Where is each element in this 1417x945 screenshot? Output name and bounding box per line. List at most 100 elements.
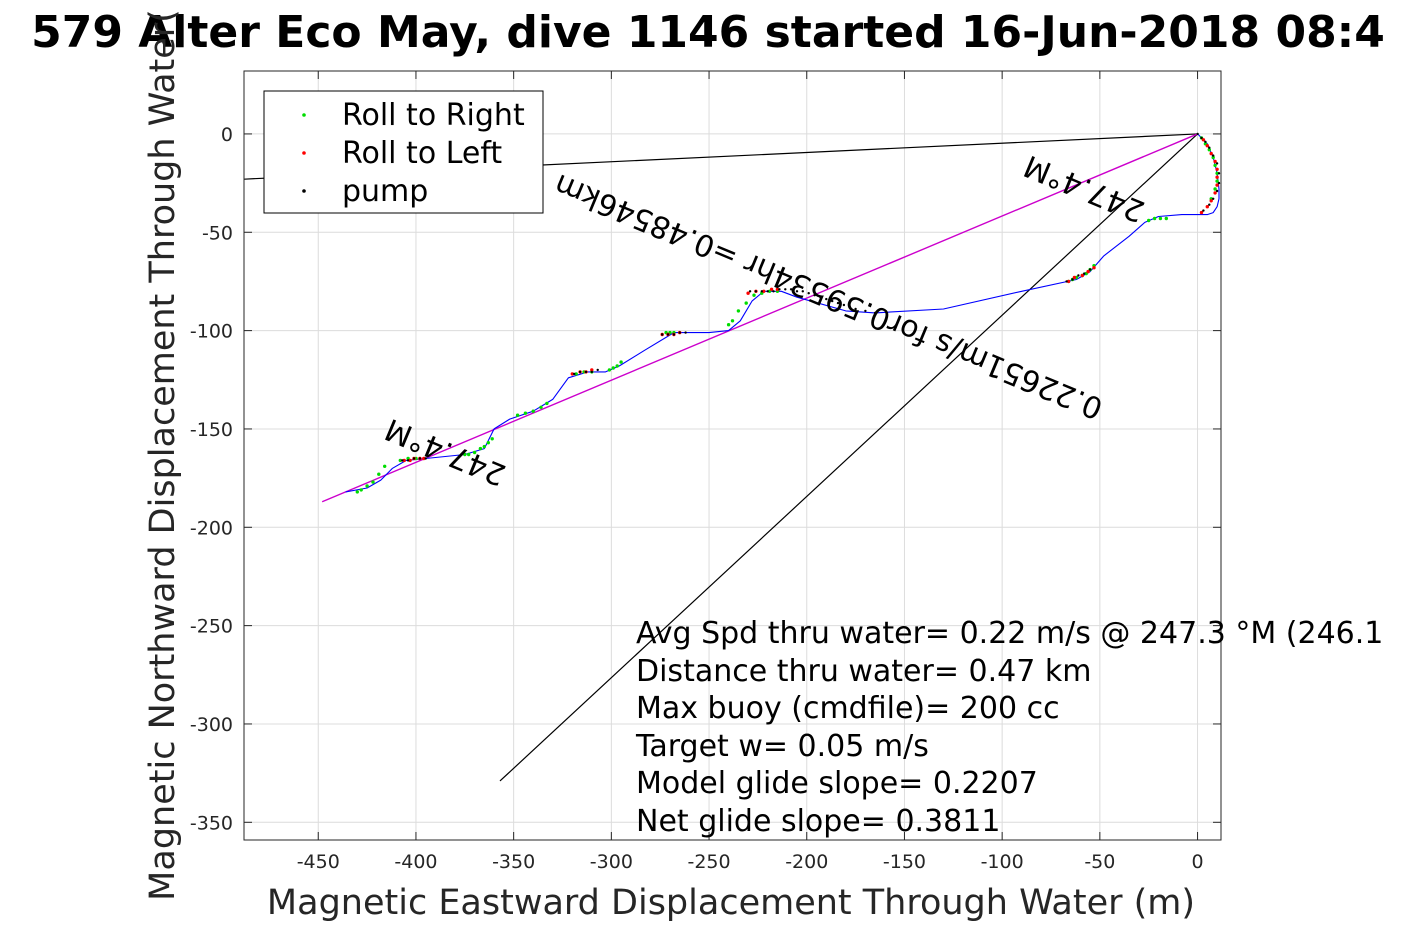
roll-right-point [539, 405, 543, 409]
pump-point [1215, 189, 1219, 193]
roll-left-point [1213, 191, 1217, 195]
pump-point [1077, 274, 1080, 277]
pump-point [584, 370, 588, 374]
y-tick-label: -50 [202, 222, 233, 244]
pump-point [1204, 140, 1207, 143]
plot-frame [243, 70, 1222, 841]
chart-title: 579 Alter Eco May, dive 1146 started 16-… [31, 7, 1385, 58]
roll-right-point [463, 452, 467, 457]
y-tick-label: -300 [190, 714, 233, 736]
pump-point [590, 370, 593, 374]
roll-right-point [744, 301, 748, 305]
pump-point [672, 333, 676, 336]
pump-point [1208, 146, 1211, 149]
roll-left-point [408, 458, 412, 463]
legend-label-roll-left: Roll to Left [342, 136, 502, 171]
roll-right-point [1211, 155, 1215, 160]
roll-right-point [1215, 179, 1219, 183]
y-axis-label: Magnetic Northward Displacement Through … [143, 9, 183, 901]
y-ticks: 0 -50 -100 -150 -200 -250 -300 -350 [190, 124, 1221, 834]
x-tick-label: -200 [785, 851, 828, 873]
x-tick-label: -400 [394, 851, 437, 873]
pump-point [412, 457, 416, 460]
pump-point [406, 459, 410, 462]
pump-point [831, 299, 834, 303]
pump-point [873, 311, 877, 315]
roll-left-point [590, 368, 594, 372]
x-tick-label: -250 [687, 851, 730, 873]
roll-right-point [736, 309, 741, 313]
stat-distance: Distance thru water= 0.47 km [636, 654, 1091, 689]
roll-left-point [1215, 183, 1219, 187]
pump-point [836, 301, 840, 305]
legend-label-pump: pump [342, 174, 428, 209]
roll-right-point [726, 323, 731, 327]
x-tick-label: -50 [1084, 851, 1115, 873]
pump-point [864, 309, 867, 313]
roll-left-point [1209, 199, 1213, 203]
stat-target-w: Target w= 0.05 m/s [635, 729, 929, 764]
pump-point [842, 303, 846, 307]
roll-right-point [490, 437, 494, 441]
x-ticks: -450 -400 -350 -300 -250 -200 -150 -100 -50 0 [297, 71, 1204, 873]
roll-left-point [570, 372, 574, 376]
roll-right-point [523, 411, 528, 415]
pump-point [1088, 268, 1092, 271]
roll-left-point [1209, 151, 1213, 156]
pump-point [813, 294, 816, 297]
legend-marker-roll-right [302, 113, 306, 117]
roll-left-point [769, 287, 774, 291]
y-tick-label: -250 [190, 616, 233, 638]
roll-right-point [355, 490, 359, 494]
roll-right-point [752, 293, 756, 297]
reference-line [499, 133, 1198, 782]
roll-left-point [1092, 266, 1096, 270]
roll-left-point [1205, 144, 1210, 148]
x-tick-label: -100 [981, 851, 1024, 873]
roll-left-point [422, 456, 426, 461]
stats-block: Avg Spd thru water= 0.22 m/s @ 247.3 °M … [635, 616, 1383, 839]
pump-point [754, 290, 758, 293]
pump-point [401, 459, 404, 462]
roll-right-point [1164, 216, 1169, 221]
heading-line-group [321, 133, 1198, 503]
legend: Roll to Right Roll to Left pump [263, 90, 544, 214]
roll-right-point [531, 409, 535, 413]
pump-point [573, 372, 576, 376]
pump-point [766, 290, 769, 293]
pump-point [819, 296, 822, 299]
roll-right-point [486, 441, 490, 445]
pump-point [1215, 162, 1219, 165]
pump-point [684, 331, 687, 334]
y-tick-label: -200 [190, 517, 233, 539]
pump-point [661, 333, 664, 336]
pump-point [1083, 272, 1086, 275]
pump-point [784, 288, 787, 291]
pump-point [666, 333, 670, 336]
pump-point [1065, 280, 1068, 283]
x-tick-label: -150 [883, 851, 926, 873]
pump-point [1212, 154, 1215, 157]
roll-right-point [467, 452, 471, 457]
pump-point [1202, 209, 1205, 212]
pump-point [578, 370, 582, 374]
roll-right-point [730, 319, 735, 323]
y-tick-label: 0 [221, 124, 233, 146]
heading-line [321, 133, 1198, 503]
roll-right-point [383, 464, 387, 468]
x-tick-label: 0 [1192, 851, 1204, 873]
roll-right-point [371, 480, 375, 484]
stat-avg-speed: Avg Spd thru water= 0.22 m/s @ 247.3 °M … [636, 616, 1383, 651]
pump-point [596, 368, 599, 372]
roll-right-point [515, 413, 520, 417]
x-axis-label: Magnetic Eastward Displacement Through W… [267, 883, 1195, 923]
pump-point [678, 331, 681, 334]
pump-point [848, 305, 851, 309]
roll-right-point [545, 401, 549, 406]
stat-net-glide: Net glide slope= 0.3811 [636, 804, 1000, 839]
roll-right-point [377, 472, 381, 476]
y-tick-label: -150 [190, 419, 233, 441]
roll-left-point [762, 289, 766, 293]
roll-right-point [615, 364, 619, 368]
pump-point [801, 290, 804, 293]
